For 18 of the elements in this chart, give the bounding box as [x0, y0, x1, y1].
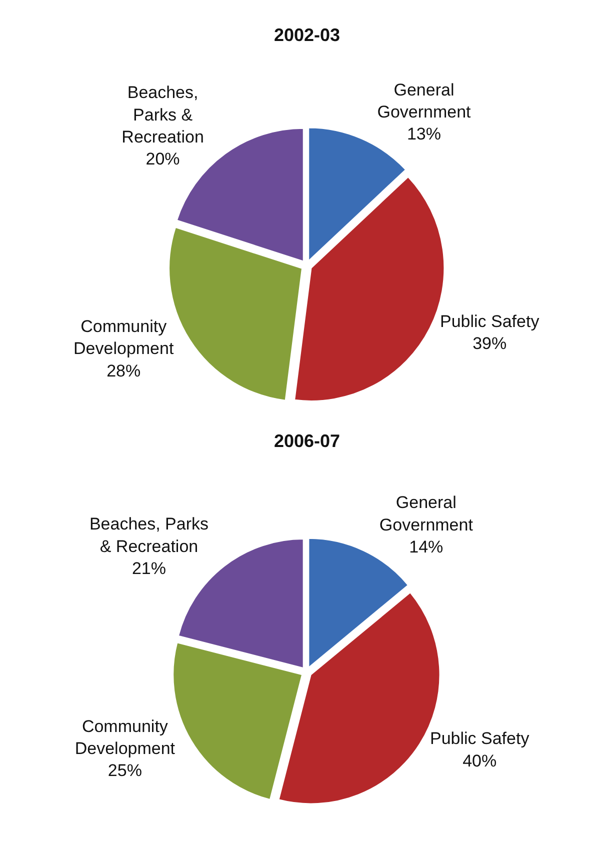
data-label: 13%	[406, 124, 442, 144]
slice-label: General Government	[377, 80, 472, 122]
slice-label: Community Development	[74, 716, 176, 758]
data-label: 39%	[472, 334, 507, 354]
slice-label: Beaches, Parks & Recreation	[122, 83, 204, 146]
data-label: 28%	[106, 361, 141, 380]
slice-label: Community Development	[74, 317, 174, 358]
data-label: 25%	[108, 761, 142, 780]
slice-label: Public Safety	[430, 729, 530, 748]
data-label: 40%	[462, 751, 497, 770]
data-label: 21%	[132, 558, 166, 578]
chart-title: 2006-07	[274, 431, 340, 451]
data-label: 20%	[146, 149, 180, 168]
slice-label: Beaches, Parks & Recreation	[89, 514, 209, 556]
chart-title: 2002-03	[274, 25, 340, 45]
slice-label: Public Safety	[440, 312, 540, 332]
slice-label: General Government	[379, 493, 474, 534]
data-label: 14%	[409, 537, 444, 556]
